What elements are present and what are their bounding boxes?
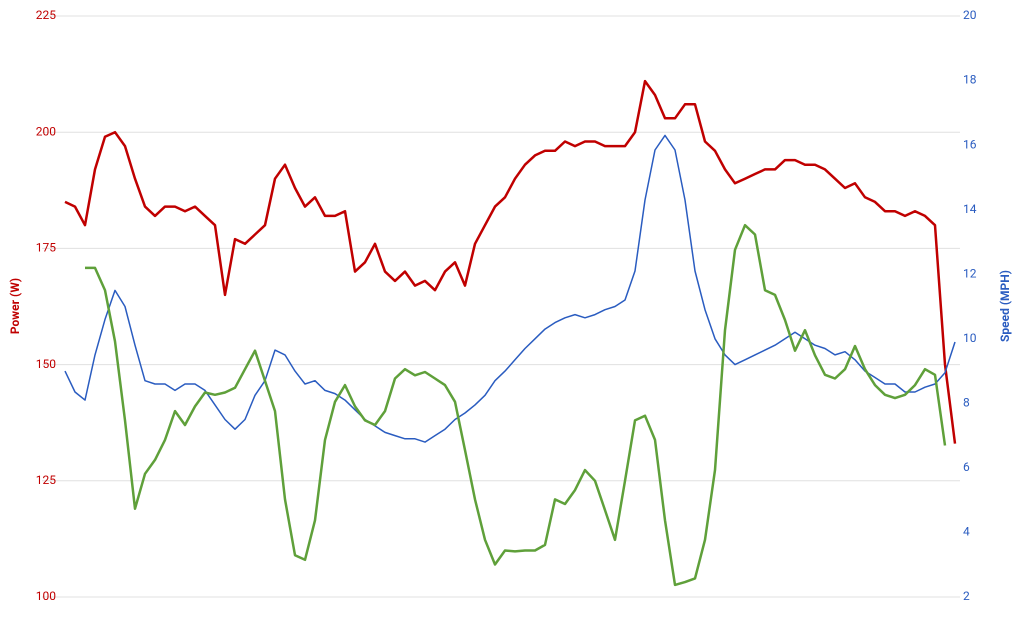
- y2-tick-label: 16: [963, 137, 977, 151]
- line: [64, 79, 957, 444]
- y-tick-label: 150: [36, 357, 56, 371]
- y2-tick-label: 12: [963, 266, 977, 280]
- y-tick-label: 100: [36, 589, 56, 603]
- y2-axis-label: Speed (MPH): [998, 270, 1012, 342]
- y2-tick-label: 14: [963, 202, 977, 216]
- y2-tick-label: 8: [963, 396, 970, 410]
- y2-tick-label: 2: [963, 589, 970, 603]
- y-tick-label: 200: [36, 124, 56, 138]
- y2-tick-label: 4: [963, 525, 970, 539]
- y2-tick-label: 10: [963, 331, 977, 345]
- y-axis-label: Power (W): [8, 278, 22, 334]
- y-tick-label: 175: [36, 241, 56, 255]
- line: [64, 134, 956, 443]
- y2-tick-label: 6: [963, 460, 970, 474]
- y-tick-label: 225: [36, 8, 56, 22]
- y2-tick-label: 18: [963, 73, 977, 87]
- y-tick-label: 125: [36, 473, 56, 487]
- y2-tick-label: 20: [963, 8, 977, 22]
- line: [85, 223, 947, 587]
